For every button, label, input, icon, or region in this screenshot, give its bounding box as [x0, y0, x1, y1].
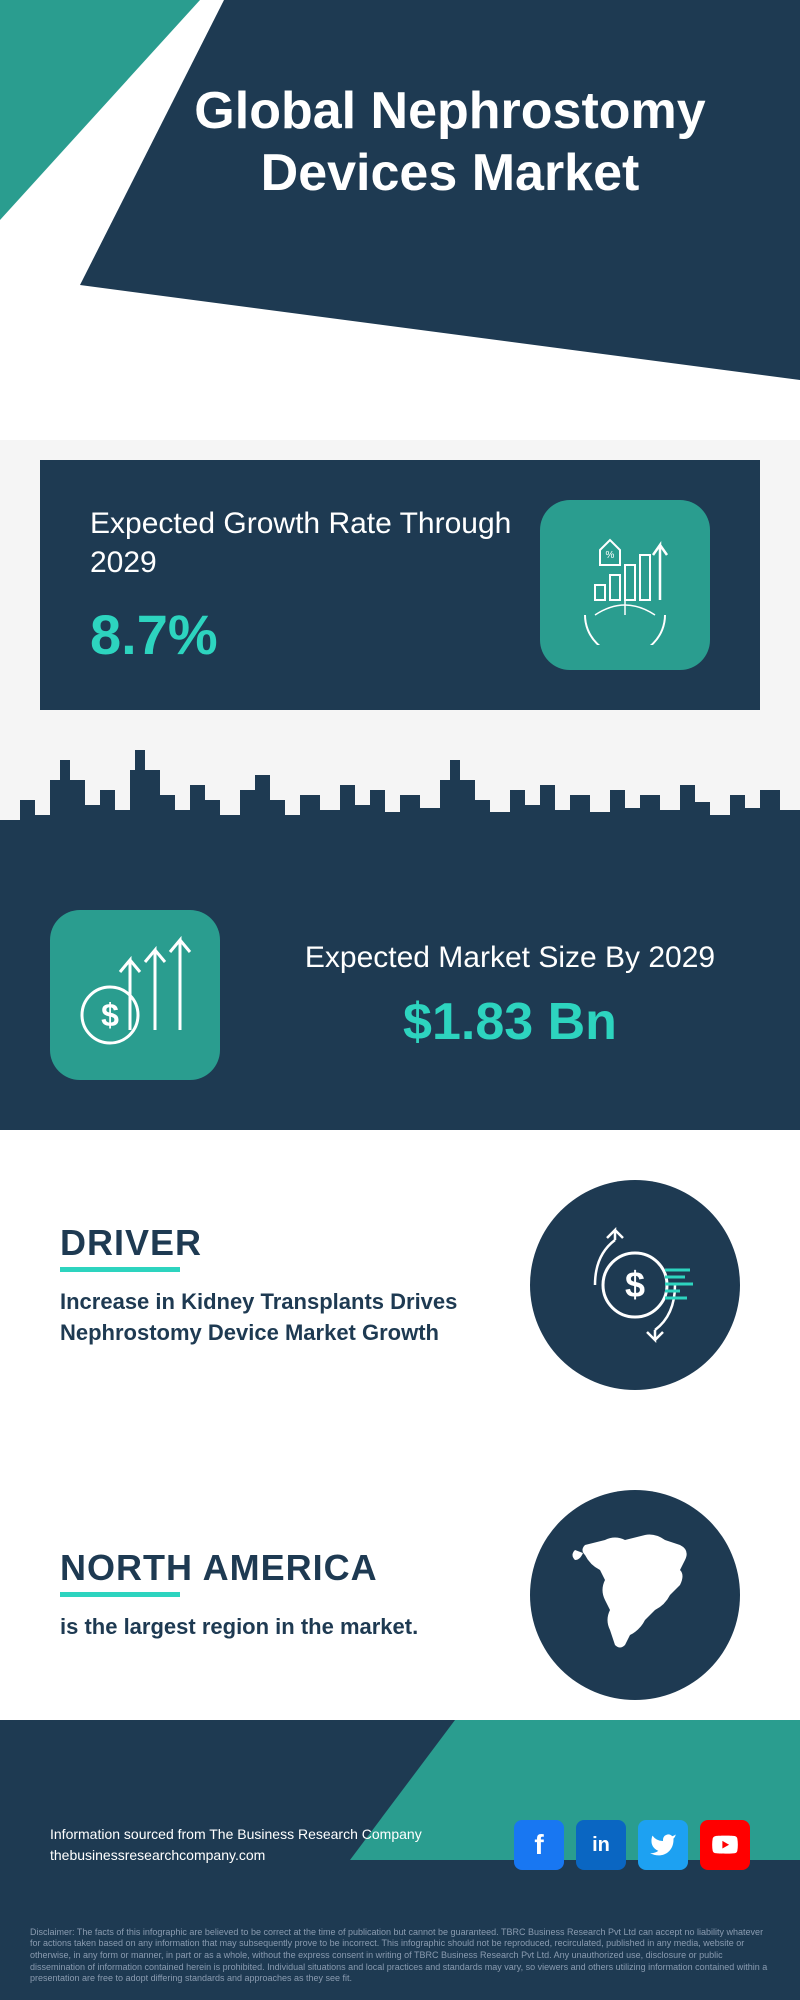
market-icon-box: $	[50, 910, 220, 1080]
region-section: NORTH AMERICA is the largest region in t…	[0, 1440, 800, 1750]
market-value: $1.83 Bn	[270, 992, 750, 1052]
driver-description: Increase in Kidney Transplants Drives Ne…	[60, 1287, 490, 1349]
market-label: Expected Market Size By 2029	[270, 938, 750, 977]
city-skyline	[0, 740, 800, 860]
facebook-icon[interactable]: f	[514, 1820, 564, 1870]
footer: Information sourced from The Business Re…	[0, 1720, 800, 2000]
growth-text-block: Expected Growth Rate Through 2029 8.7%	[90, 504, 540, 667]
driver-icon-circle: $	[530, 1180, 740, 1390]
growth-chart-globe-icon: %	[565, 525, 685, 645]
driver-text-block: DRIVER Increase in Kidney Transplants Dr…	[60, 1222, 490, 1349]
market-text-block: Expected Market Size By 2029 $1.83 Bn	[270, 938, 750, 1052]
dollar-cycle-icon: $	[565, 1215, 705, 1355]
north-america-map-icon	[555, 1515, 715, 1675]
growth-icon-box: %	[540, 500, 710, 670]
source-line-1: Information sourced from The Business Re…	[50, 1824, 422, 1845]
youtube-icon[interactable]	[700, 1820, 750, 1870]
svg-text:$: $	[625, 1264, 645, 1305]
svg-text:$: $	[101, 997, 119, 1033]
region-heading: NORTH AMERICA	[60, 1547, 490, 1597]
footer-content: Information sourced from The Business Re…	[50, 1820, 750, 1870]
growth-label: Expected Growth Rate Through 2029	[90, 504, 540, 582]
svg-text:%: %	[606, 550, 615, 561]
driver-section: DRIVER Increase in Kidney Transplants Dr…	[0, 1130, 800, 1440]
market-size-card: $ Expected Market Size By 2029 $1.83 Bn	[0, 860, 800, 1130]
region-icon-circle	[530, 1490, 740, 1700]
source-line-2: thebusinessresearchcompany.com	[50, 1845, 422, 1866]
driver-heading: DRIVER	[60, 1222, 490, 1272]
header-section: Global Nephrostomy Devices Market	[0, 0, 800, 440]
disclaimer-text: Disclaimer: The facts of this infographi…	[30, 1927, 770, 1985]
page-title: Global Nephrostomy Devices Market	[160, 80, 740, 205]
linkedin-icon[interactable]: in	[576, 1820, 626, 1870]
dollar-arrows-up-icon: $	[70, 930, 200, 1060]
growth-value: 8.7%	[90, 602, 540, 667]
social-icons-row: f in	[514, 1820, 750, 1870]
twitter-icon[interactable]	[638, 1820, 688, 1870]
growth-rate-card: Expected Growth Rate Through 2029 8.7% %	[40, 460, 760, 710]
footer-source: Information sourced from The Business Re…	[50, 1824, 422, 1866]
region-description: is the largest region in the market.	[60, 1612, 490, 1643]
region-text-block: NORTH AMERICA is the largest region in t…	[60, 1547, 490, 1643]
